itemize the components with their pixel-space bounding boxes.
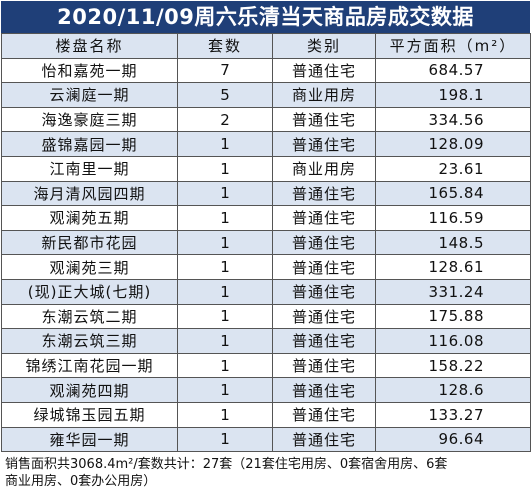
cell-area: 158.22 [375,352,531,379]
cell-type: 普通住宅 [272,131,376,157]
cell-sets: 1 [177,254,273,280]
cell-type: 商业用房 [272,82,376,108]
cell-type: 普通住宅 [272,254,376,280]
cell-area: 133.27 [375,401,531,428]
cell-project-name: 海月清风园四期 [1,180,178,207]
table-row: 观澜苑三期 1 普通住宅 128.61 [1,254,531,280]
table-row: 东潮云筑二期 1 普通住宅 175.88 [1,303,531,330]
cell-sets: 1 [177,131,273,157]
summary-line-1: 销售面积共3068.4m²/套数共计：27套（21套住宅用房、0套宿舍用房、6套 [5,457,448,472]
cell-project-name: 锦绣江南花园一期 [1,352,178,379]
cell-sets: 1 [177,401,273,428]
cell-project-name: 雍华园一期 [1,426,178,453]
report-title: 2020/11/09周六乐清当天商品房成交数据 [1,1,530,33]
cell-type: 普通住宅 [272,278,376,305]
cell-area: 165.84 [375,180,531,207]
table-row: 江南里一期 1 商业用房 23.61 [1,155,531,182]
cell-area: 128.6 [375,377,531,403]
cell-project-name: 观澜苑三期 [1,254,178,280]
summary-footer: 销售面积共3068.4m²/套数共计：27套（21套住宅用房、0套宿舍用房、6套… [5,456,527,490]
cell-area: 116.08 [375,328,531,354]
cell-type: 普通住宅 [272,377,376,403]
cell-type: 普通住宅 [272,180,376,207]
cell-project-name: 海逸豪庭三期 [1,106,178,133]
cell-area: 128.61 [375,254,531,280]
cell-area: 96.64 [375,426,531,453]
cell-sets: 2 [177,106,273,133]
cell-type: 普通住宅 [272,57,376,84]
cell-sets: 1 [177,426,273,453]
cell-sets: 1 [177,278,273,305]
table-row: 海逸豪庭三期 2 普通住宅 334.56 [1,106,531,133]
table-row: 雍华园一期 1 普通住宅 96.64 [1,426,531,453]
cell-area: 23.61 [375,155,531,182]
summary-line-2: 商业用房、0套办公用房） [5,474,157,489]
header-area: 平方面积（m²） [375,33,531,59]
cell-area: 175.88 [375,303,531,330]
cell-type: 普通住宅 [272,401,376,428]
cell-area: 148.5 [375,229,531,256]
cell-area: 128.09 [375,131,531,157]
cell-project-name: 怡和嘉苑一期 [1,57,178,84]
table-body: 怡和嘉苑一期 7 普通住宅 684.57 云澜庭一期 5 商业用房 198.1 海逸豪庭三期 2 普… [1,57,531,453]
cell-area: 331.24 [375,278,531,305]
cell-project-name: 云澜庭一期 [1,82,178,108]
cell-type: 商业用房 [272,155,376,182]
cell-project-name: 东潮云筑二期 [1,303,178,330]
cell-type: 普通住宅 [272,229,376,256]
table-row: 新民都市花园 1 普通住宅 148.5 [1,229,531,256]
header-row: 楼盘名称 套数 类别 平方面积（m²） [1,33,531,59]
table-row: 观澜苑四期 1 普通住宅 128.6 [1,377,531,403]
cell-area: 116.59 [375,205,531,231]
cell-area: 684.57 [375,57,531,84]
table-row: (现)正大城(七期) 1 普通住宅 331.24 [1,278,531,305]
cell-project-name: 观澜苑四期 [1,377,178,403]
table-row: 海月清风园四期 1 普通住宅 165.84 [1,180,531,207]
cell-project-name: 盛锦嘉园一期 [1,131,178,157]
cell-type: 普通住宅 [272,303,376,330]
cell-type: 普通住宅 [272,106,376,133]
table-row: 锦绣江南花园一期 1 普通住宅 158.22 [1,352,531,379]
cell-project-name: 新民都市花园 [1,229,178,256]
cell-sets: 1 [177,205,273,231]
cell-project-name: 东潮云筑三期 [1,328,178,354]
cell-sets: 1 [177,180,273,207]
cell-sets: 1 [177,328,273,354]
table-row: 东潮云筑三期 1 普通住宅 116.08 [1,328,531,354]
cell-project-name: 观澜苑五期 [1,205,178,231]
cell-sets: 1 [177,377,273,403]
table-row: 观澜苑五期 1 普通住宅 116.59 [1,205,531,231]
cell-project-name: 江南里一期 [1,155,178,182]
cell-type: 普通住宅 [272,328,376,354]
cell-project-name: 绿城锦玉园五期 [1,401,178,428]
cell-sets: 1 [177,303,273,330]
header-sets: 套数 [177,33,273,59]
header-project-name: 楼盘名称 [1,33,178,59]
cell-type: 普通住宅 [272,352,376,379]
cell-sets: 5 [177,82,273,108]
cell-sets: 1 [177,352,273,379]
cell-area: 334.56 [375,106,531,133]
sales-table: 楼盘名称 套数 类别 平方面积（m²） 怡和嘉苑一期 7 普通住宅 684.57 云澜庭… [1,33,531,453]
table-row: 云澜庭一期 5 商业用房 198.1 [1,82,531,108]
cell-type: 普通住宅 [272,205,376,231]
header-type: 类别 [272,33,376,59]
table-row: 绿城锦玉园五期 1 普通住宅 133.27 [1,401,531,428]
cell-project-name: (现)正大城(七期) [1,278,178,305]
cell-sets: 1 [177,229,273,256]
cell-area: 198.1 [375,82,531,108]
cell-sets: 7 [177,57,273,84]
table-row: 怡和嘉苑一期 7 普通住宅 684.57 [1,57,531,84]
table-row: 盛锦嘉园一期 1 普通住宅 128.09 [1,131,531,157]
cell-sets: 1 [177,155,273,182]
cell-type: 普通住宅 [272,426,376,453]
